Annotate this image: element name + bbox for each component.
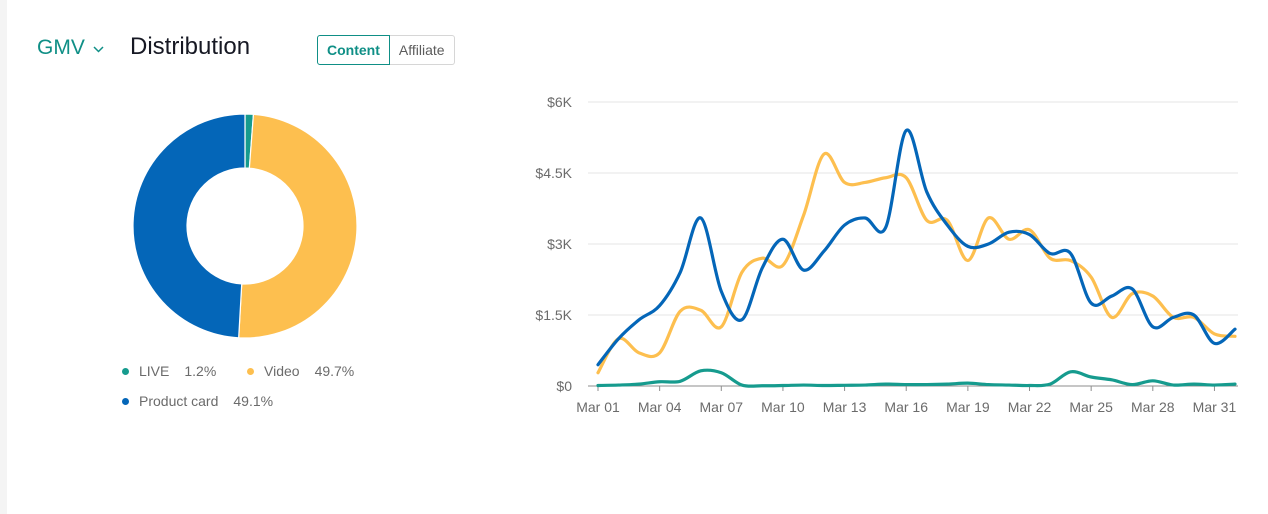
x-tick-label: Mar 07 [700,399,744,415]
metric-dropdown[interactable]: GMV [37,36,104,60]
donut-chart [132,113,358,339]
series-line-product-card [596,128,1237,367]
y-tick-label: $6K [547,94,573,110]
donut-slice-product-card [132,113,246,339]
metric-label: GMV [37,36,85,59]
legend-name: LIVE [139,363,170,379]
legend-value: 1.2% [184,363,217,379]
legend-value: 49.7% [314,363,355,379]
legend-item-live: LIVE 1.2% [122,363,216,379]
tab-content[interactable]: Content [317,35,390,65]
page-edge [0,0,7,514]
legend-dot-live [122,367,129,375]
legend-dot-product-card [122,397,129,405]
y-tick-label: $4.5K [535,165,572,181]
x-tick-label: Mar 19 [946,399,990,415]
legend-item-video: Video 49.7% [247,363,354,379]
x-tick-label: Mar 01 [576,399,620,415]
y-tick-label: $0 [556,378,572,394]
x-tick-label: Mar 13 [823,399,867,415]
x-tick-label: Mar 31 [1193,399,1237,415]
legend-name: Product card [139,393,219,409]
x-tick-label: Mar 04 [638,399,682,415]
x-tick-label: Mar 10 [761,399,805,415]
line-chart: $0 $1.5K $3K $4.5K $6K Mar 01 Mar 04 Mar 07 Mar … [535,94,1238,415]
series-line-live [596,368,1237,388]
legend-item-product-card: Product card 49.1% [122,393,273,409]
donut-slice-video [238,113,358,339]
series-line-video [596,151,1237,375]
tab-affiliate[interactable]: Affiliate [389,35,455,65]
y-tick-label: $1.5K [535,307,572,323]
x-tick-label: Mar 16 [884,399,928,415]
x-tick-label: Mar 28 [1131,399,1175,415]
page-title: Distribution [130,33,251,60]
y-tick-label: $3K [547,236,573,252]
legend-name: Video [264,363,300,379]
chevron-down-icon [93,46,104,53]
legend-value: 49.1% [233,393,274,409]
x-tick-label: Mar 22 [1008,399,1052,415]
x-tick-label: Mar 25 [1069,399,1113,415]
legend-dot-video [247,367,254,375]
content-affiliate-toggle: Content Affiliate [317,35,455,65]
